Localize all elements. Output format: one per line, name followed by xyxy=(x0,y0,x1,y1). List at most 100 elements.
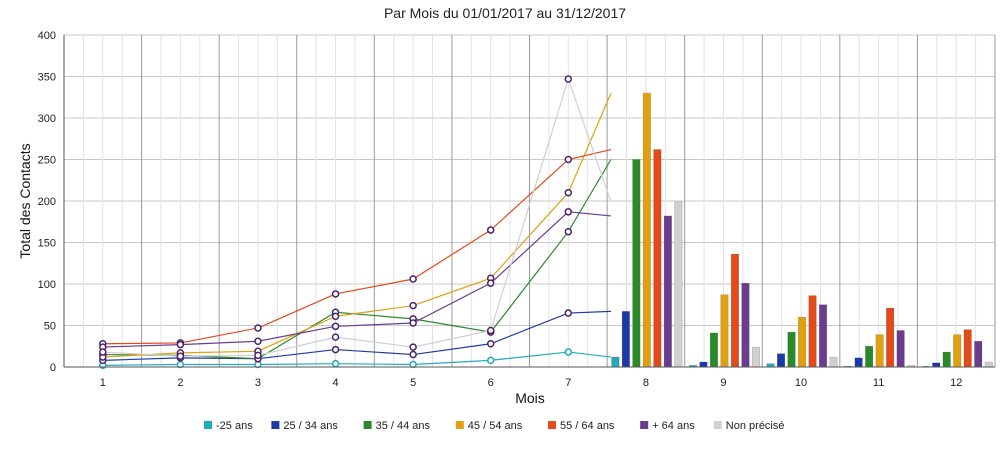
x-tick-label: 8 xyxy=(643,377,649,389)
legend: -25 ans 25 / 34 ans 35 / 44 ans 45 / 54 ans… xyxy=(204,420,785,432)
data-point xyxy=(409,301,417,310)
bar xyxy=(984,361,993,368)
x-axis-title: Mois xyxy=(515,390,545,406)
bar xyxy=(932,362,941,368)
x-tick-label: 3 xyxy=(255,377,261,389)
bar xyxy=(787,331,796,368)
data-point xyxy=(176,340,185,349)
bar xyxy=(709,332,718,368)
data-point xyxy=(331,312,340,321)
data-point xyxy=(564,348,573,356)
bar xyxy=(974,341,983,368)
data-point xyxy=(331,345,340,354)
x-tick-label: 7 xyxy=(565,377,571,389)
data-point xyxy=(331,322,340,331)
bar xyxy=(798,316,807,368)
data-point xyxy=(564,188,573,197)
data-point xyxy=(486,226,495,234)
data-point xyxy=(486,326,495,335)
x-tick-label: 5 xyxy=(410,377,416,389)
bar xyxy=(854,357,863,368)
data-point xyxy=(254,324,262,332)
y-tick-label: 0 xyxy=(50,362,56,374)
x-tick-label: 1 xyxy=(100,377,106,389)
bar xyxy=(886,307,895,368)
y-tick-label: 350 xyxy=(38,72,56,84)
x-tick-label: 9 xyxy=(720,377,726,389)
y-tick-label: 50 xyxy=(44,321,56,333)
legend-label: -25 ans xyxy=(216,420,253,432)
y-tick-label: 300 xyxy=(38,113,56,125)
legend-label: 55 / 64 ans xyxy=(560,420,615,432)
data-point xyxy=(409,319,417,327)
data-point xyxy=(564,75,573,83)
bar xyxy=(953,334,962,368)
legend-label: + 64 ans xyxy=(652,420,695,432)
bar xyxy=(875,334,884,368)
legend-label: Non précisé xyxy=(726,420,785,432)
chart-title: Par Mois du 01/01/2017 au 31/12/2017 xyxy=(384,5,626,21)
bar xyxy=(741,282,750,368)
bar xyxy=(720,294,729,368)
bar xyxy=(751,346,760,368)
bar xyxy=(819,304,828,368)
bar xyxy=(611,356,620,368)
legend-swatch xyxy=(713,421,722,429)
data-point xyxy=(486,356,495,365)
legend-swatch xyxy=(640,421,649,429)
series-line xyxy=(102,77,612,357)
legend-label: 25 / 34 ans xyxy=(283,420,338,432)
series-line xyxy=(102,211,612,348)
series-line xyxy=(102,351,612,366)
data-point xyxy=(564,155,573,164)
bar xyxy=(808,295,817,368)
bar xyxy=(896,330,905,368)
bar xyxy=(663,215,672,368)
data-point xyxy=(409,343,417,351)
y-tick-label: 200 xyxy=(38,196,56,208)
bar xyxy=(942,351,951,368)
x-tick-label: 6 xyxy=(488,377,494,389)
bar xyxy=(777,353,786,368)
y-tick-label: 400 xyxy=(38,30,56,42)
grid xyxy=(63,34,996,368)
data-point xyxy=(254,337,262,346)
bar xyxy=(653,149,662,368)
data-point xyxy=(564,227,573,236)
bar xyxy=(963,329,972,368)
series-line xyxy=(102,92,612,358)
legend-swatch xyxy=(204,421,212,429)
legend-swatch xyxy=(548,421,556,429)
series-line xyxy=(102,310,611,361)
legend-swatch xyxy=(363,421,372,429)
x-tick-label: 12 xyxy=(950,377,962,389)
legend-swatch xyxy=(455,421,464,429)
x-tick-label: 4 xyxy=(332,377,338,389)
data-point xyxy=(409,360,417,369)
data-point xyxy=(486,279,495,287)
data-point xyxy=(331,359,340,368)
bar xyxy=(674,201,683,368)
lines xyxy=(99,75,612,370)
data-point xyxy=(99,348,107,356)
data-point xyxy=(564,208,573,216)
series-line xyxy=(102,148,612,345)
bar xyxy=(642,92,651,368)
bar xyxy=(621,311,630,368)
x-tick-label: 10 xyxy=(795,377,807,389)
data-point xyxy=(176,352,185,360)
x-tick-label: 11 xyxy=(873,377,884,389)
x-tick-label: 2 xyxy=(177,377,183,389)
data-point xyxy=(409,350,417,359)
y-tick-label: 250 xyxy=(38,155,56,167)
bar xyxy=(730,253,739,368)
y-tick-label: 150 xyxy=(38,238,56,250)
data-point xyxy=(409,275,417,283)
legend-label: 45 / 54 ans xyxy=(468,420,523,432)
y-tick-label: 100 xyxy=(38,279,56,291)
bar xyxy=(699,361,708,368)
data-point xyxy=(486,340,495,348)
data-point xyxy=(331,290,340,298)
bars xyxy=(611,92,993,368)
